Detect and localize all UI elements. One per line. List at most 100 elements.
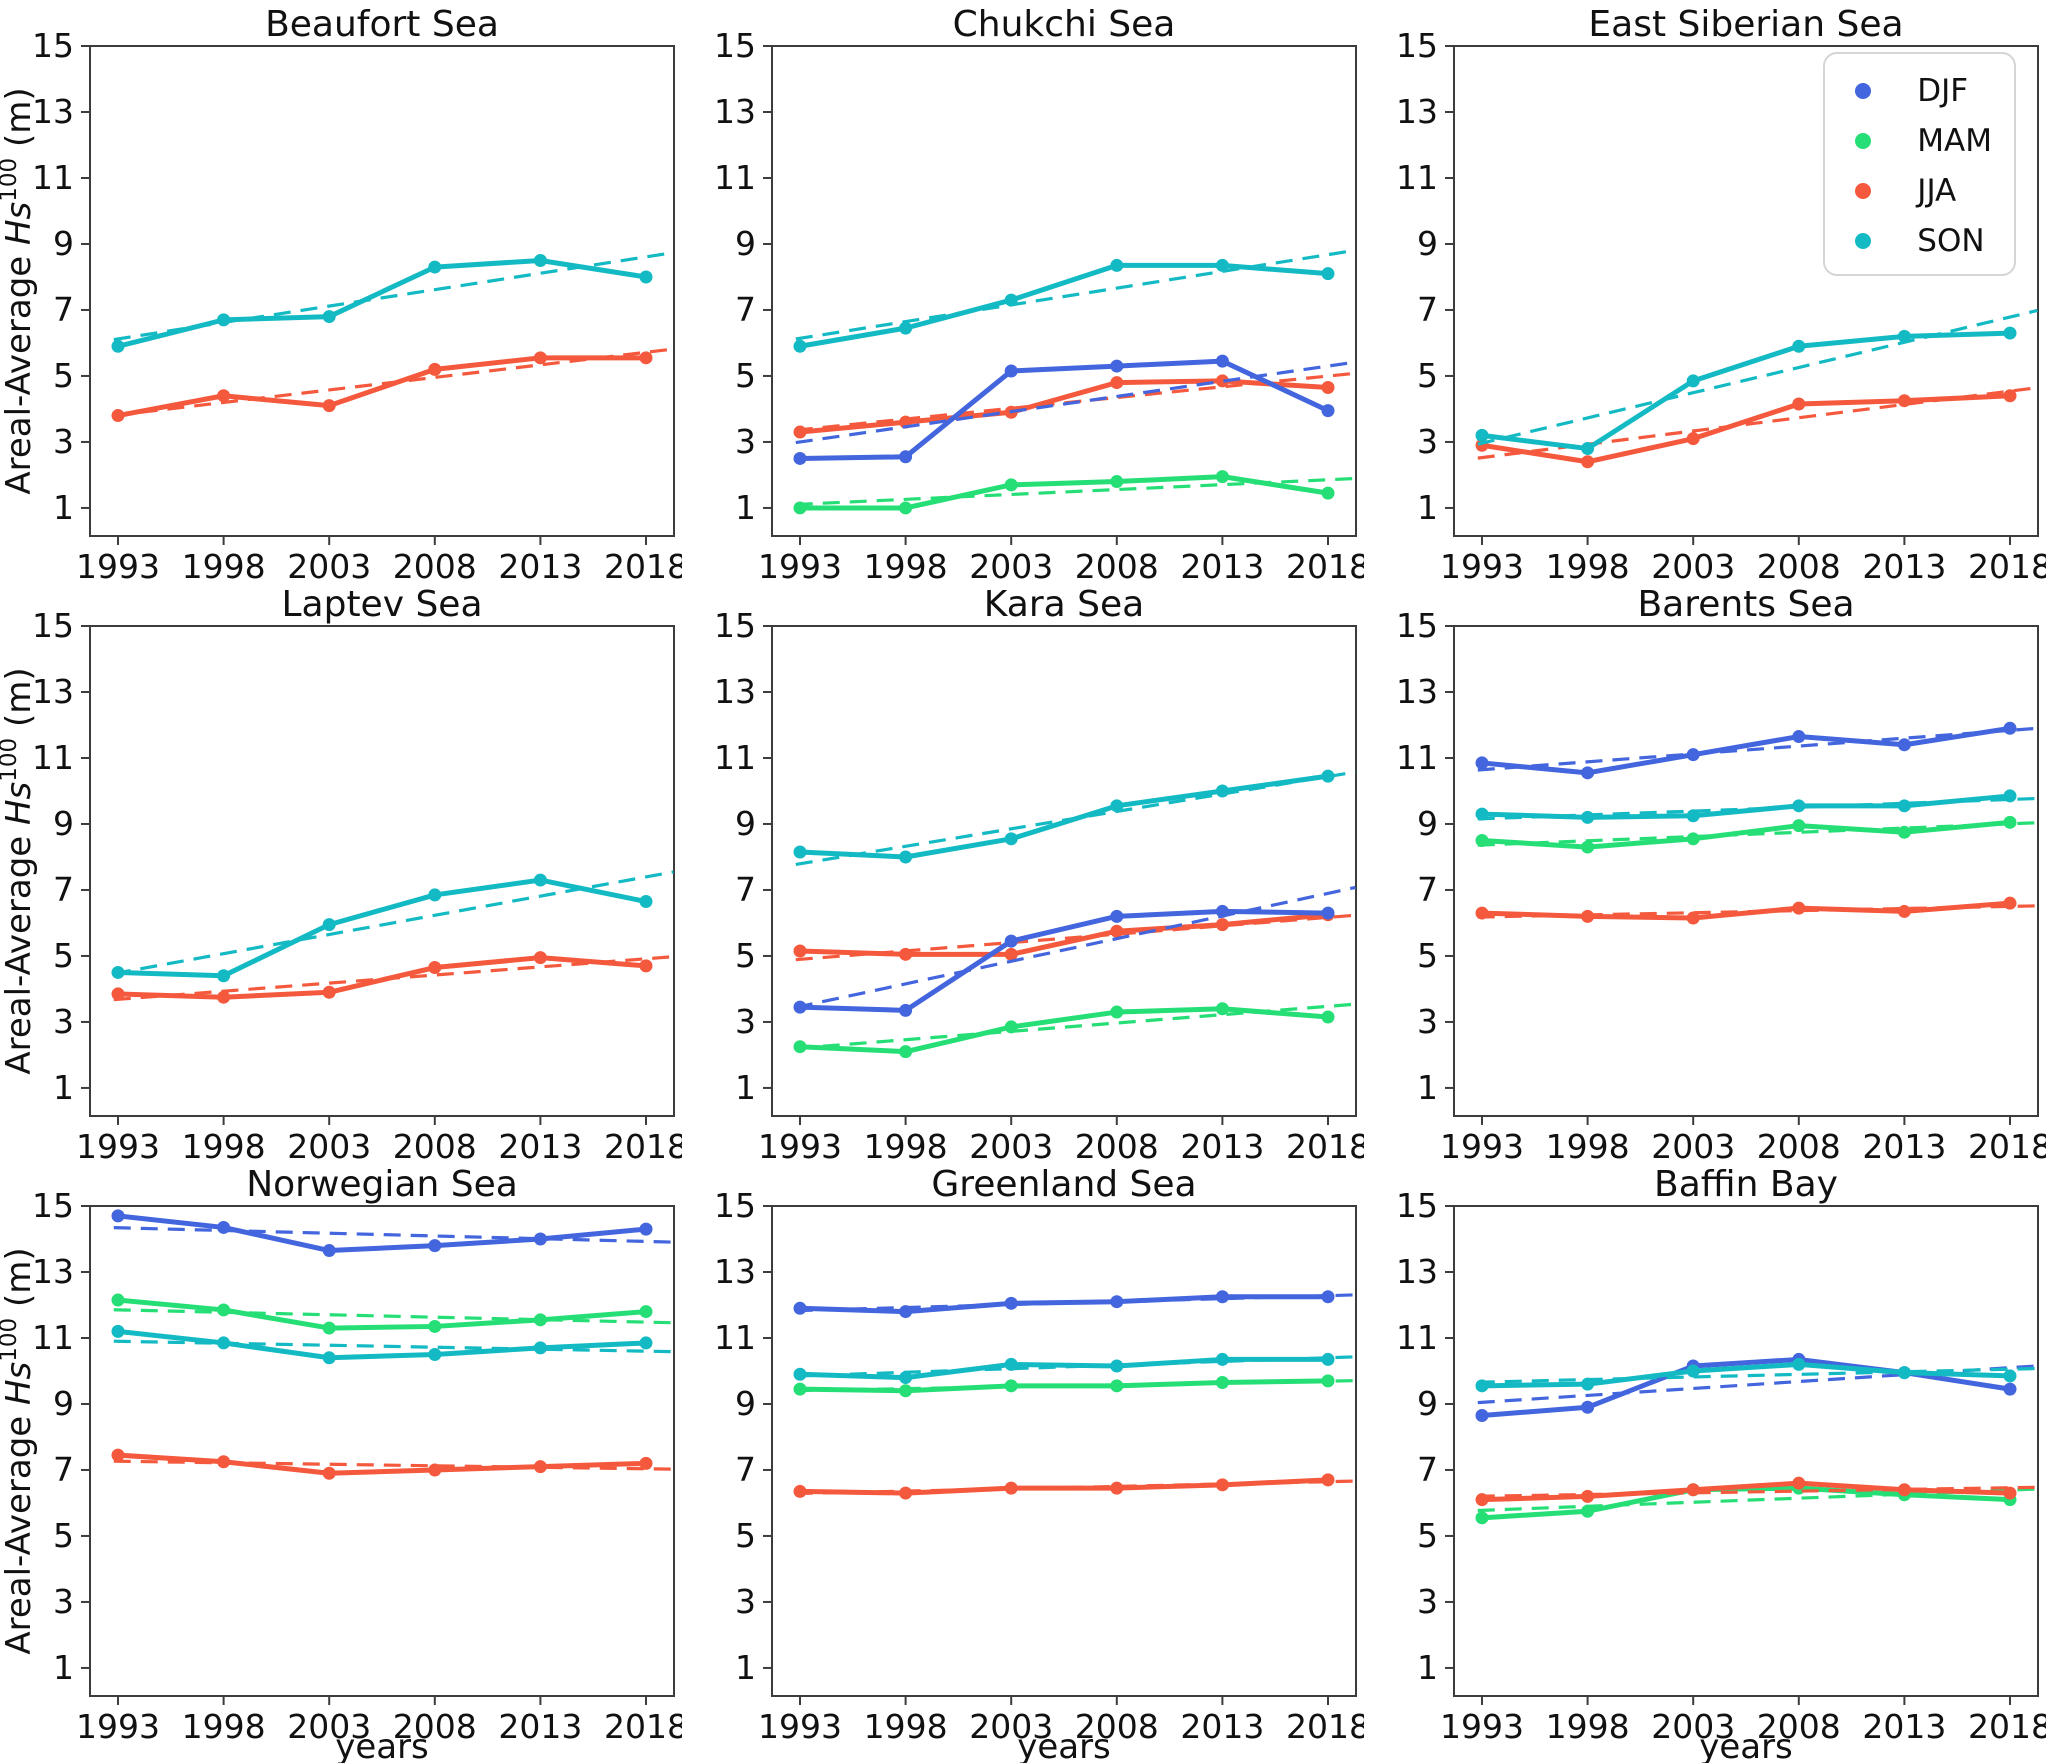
- y-tick-label: 7: [1417, 1450, 1438, 1489]
- series-son-marker: [322, 1351, 336, 1365]
- series-djf-marker: [1004, 1296, 1018, 1310]
- x-tick-label: 1998: [182, 547, 266, 580]
- y-tick-label: 15: [32, 606, 74, 645]
- x-tick-label: 1998: [864, 1127, 948, 1160]
- x-tick-label: 2003: [969, 547, 1053, 580]
- series-son-trendline: [1477, 796, 2038, 821]
- series-djf-marker: [1321, 906, 1335, 920]
- series-jja-marker: [1321, 381, 1335, 395]
- y-tick-label: 1: [1417, 488, 1438, 527]
- y-tick-label: 5: [735, 1516, 756, 1555]
- son-marker-icon: [1855, 233, 1872, 250]
- series-son-trendline: [795, 1355, 1356, 1378]
- series-mam-marker: [1321, 1374, 1335, 1388]
- series-jja-marker: [1110, 376, 1124, 390]
- series-son-marker: [533, 253, 547, 267]
- x-tick-label: 2013: [1862, 1127, 1946, 1160]
- series-jja-marker: [793, 1484, 807, 1498]
- series-son-marker: [1897, 1366, 1911, 1380]
- series-djf-marker: [322, 1244, 336, 1258]
- x-tick-label: 1998: [864, 1707, 948, 1746]
- series-son-marker: [2003, 1369, 2017, 1383]
- x-tick-label: 2018: [604, 1127, 682, 1160]
- y-axis-label: Areal-Average Hs100 (m): [0, 87, 39, 494]
- series-djf-marker: [639, 1222, 653, 1236]
- series-djf-marker: [1110, 909, 1124, 923]
- chart-cell-east-siberian-sea: East Siberian Sea 1 3 5 7 9 11 13 15 1993 1998 2003…: [1364, 0, 2046, 580]
- series-jja-marker: [1215, 1478, 1229, 1492]
- series-djf-marker: [1004, 934, 1018, 948]
- series-djf-marker: [428, 1239, 442, 1253]
- series-son-line: [1479, 1361, 2013, 1389]
- y-tick-label: 3: [53, 1002, 74, 1041]
- series-son-marker: [1110, 1359, 1124, 1373]
- series-jja-marker: [793, 425, 807, 439]
- y-tick-label: 1: [735, 1648, 756, 1687]
- series-son-marker: [1581, 442, 1595, 456]
- series-mam-marker: [1110, 1005, 1124, 1019]
- series-djf-marker: [1792, 730, 1806, 744]
- series-mam-trendline: [113, 1308, 674, 1325]
- y-tick-label: 11: [714, 738, 756, 777]
- series-mam-marker: [899, 1045, 913, 1059]
- series-djf-line: [1479, 725, 2013, 776]
- series-jja-marker: [2003, 1486, 2017, 1500]
- series-son-marker: [533, 1341, 547, 1355]
- y-tick-label: 5: [1417, 1516, 1438, 1555]
- y-tick-label: 5: [735, 356, 756, 395]
- x-tick-label: 1998: [1546, 1127, 1630, 1160]
- x-tick-label: 2013: [1862, 1707, 1946, 1746]
- series-mam-line: [797, 1006, 1331, 1055]
- plot-frame: [771, 625, 1357, 1117]
- series-djf-marker: [2003, 1382, 2017, 1396]
- series-son-line: [1479, 330, 2013, 452]
- series-mam-marker: [1321, 486, 1335, 500]
- y-tick-label: 5: [53, 356, 74, 395]
- series-djf-marker: [111, 1209, 125, 1223]
- x-tick-label: 2003: [287, 1707, 371, 1746]
- x-tick-label: 2008: [1757, 1707, 1841, 1746]
- chart-title: Barents Sea: [1637, 584, 1854, 625]
- series-jja-trendline: [113, 1459, 674, 1471]
- plot-frame: [89, 45, 675, 537]
- x-tick-label: 2003: [1651, 1707, 1735, 1746]
- y-tick-label: 15: [714, 26, 756, 65]
- x-tick-label: 1993: [76, 547, 160, 580]
- series-djf-marker: [793, 451, 807, 465]
- x-tick-label: 1998: [1546, 1707, 1630, 1746]
- series-son-marker: [428, 1347, 442, 1361]
- series-jja-marker: [111, 987, 125, 1001]
- series-son-marker: [639, 270, 653, 284]
- x-tick-label: 2003: [969, 1707, 1053, 1746]
- x-tick-label: 2008: [393, 1707, 477, 1746]
- series-jja-line: [115, 955, 649, 1000]
- y-tick-label: 13: [714, 92, 756, 131]
- series-jja-marker: [1792, 397, 1806, 411]
- djf-marker-icon: [1855, 83, 1872, 100]
- x-tick-label: 2003: [969, 1127, 1053, 1160]
- series-son-marker: [1792, 1357, 1806, 1371]
- y-tick-label: 5: [1417, 356, 1438, 395]
- legend-label-son: SON: [1917, 223, 1985, 260]
- y-tick-label: 9: [735, 1384, 756, 1423]
- y-tick-label: 3: [735, 1582, 756, 1621]
- x-tick-label: 2003: [287, 547, 371, 580]
- series-djf-marker: [1004, 364, 1018, 378]
- series-son-marker: [1897, 329, 1911, 343]
- x-tick-label: 2008: [1757, 547, 1841, 580]
- x-tick-label: 2008: [1757, 1127, 1841, 1160]
- series-mam-trendline: [795, 476, 1356, 507]
- chart-title: Norwegian Sea: [246, 1164, 518, 1205]
- series-djf-line: [797, 358, 1331, 461]
- series-jja-marker: [1897, 1483, 1911, 1497]
- y-tick-label: 3: [1417, 1002, 1438, 1041]
- y-tick-label: 5: [53, 936, 74, 975]
- series-son-line: [797, 773, 1331, 860]
- series-mam-marker: [1581, 1504, 1595, 1518]
- series-jja-marker: [1581, 455, 1595, 469]
- x-tick-label: 1998: [1546, 547, 1630, 580]
- legend-label-djf: DJF: [1917, 73, 1969, 109]
- y-tick-label: 11: [714, 1318, 756, 1357]
